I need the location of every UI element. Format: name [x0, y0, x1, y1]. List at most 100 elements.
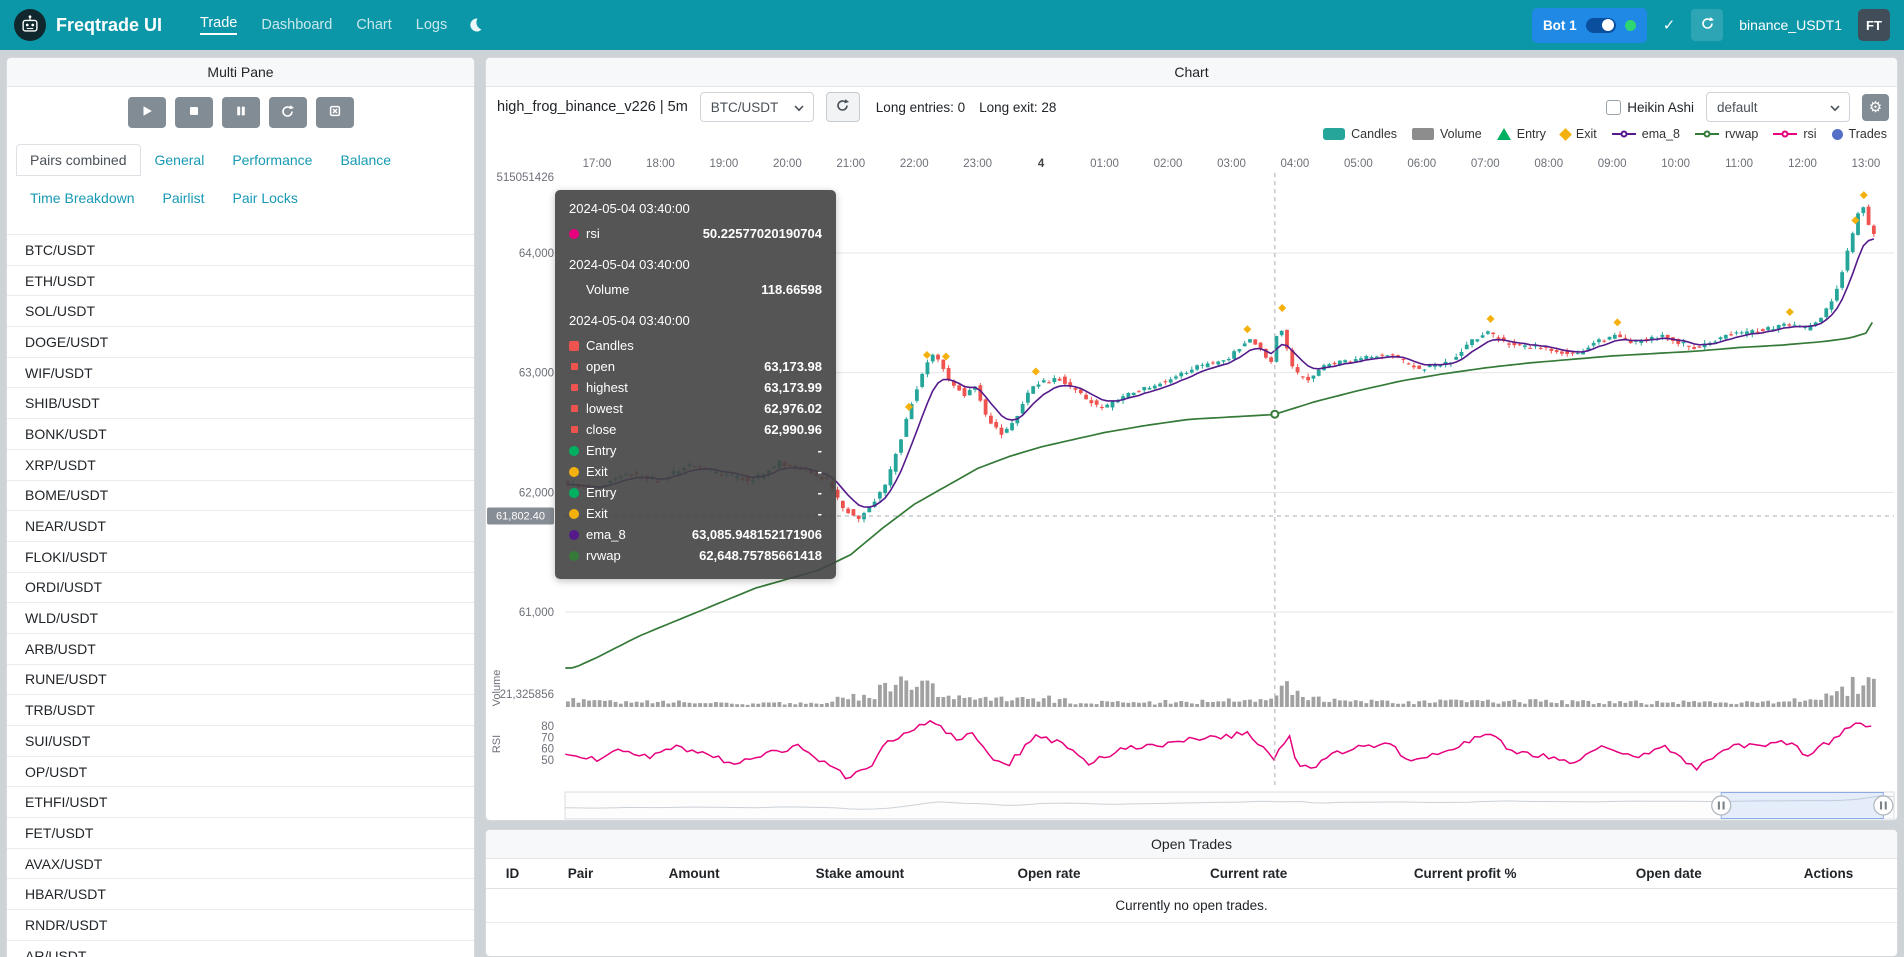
tab-pair-locks[interactable]: Pair Locks: [232, 190, 298, 206]
svg-text:60: 60: [541, 744, 554, 756]
legend-rvwap[interactable]: rvwap: [1695, 127, 1758, 141]
no-open-trades-message: Currently no open trades.: [486, 889, 1897, 923]
pair-select[interactable]: BTC/USDT: [699, 92, 814, 122]
bot-reload-config-button[interactable]: [268, 97, 307, 128]
trades-legend-icon: [1831, 128, 1843, 140]
account-name: binance_USDT1: [1739, 17, 1842, 33]
multi-pane-tabs-row1: Pairs combined General Performance Balance: [7, 144, 474, 176]
tab-pairs-combined[interactable]: Pairs combined: [16, 144, 141, 176]
bot-stop-button[interactable]: [174, 97, 213, 128]
chart-tooltip: 2024-05-04 03:40:00 rsi 50.22577020190704 2…: [555, 190, 836, 579]
pair-list-item[interactable]: DOGE/USDT: [7, 327, 474, 358]
datazoom-handle[interactable]: [1873, 795, 1894, 816]
pair-list-item[interactable]: OP/USDT: [7, 757, 474, 788]
trades-column-id[interactable]: ID: [505, 866, 520, 881]
pair-list-item[interactable]: ORDI/USDT: [7, 573, 474, 604]
trades-column-current-profit[interactable]: Current profit %: [1413, 866, 1517, 881]
pair-list-item[interactable]: TRB/USDT: [7, 695, 474, 726]
svg-text:11:00: 11:00: [1725, 158, 1753, 170]
avatar[interactable]: FT: [1858, 9, 1890, 41]
multi-pane-title: Multi Pane: [207, 64, 274, 80]
pair-list-item[interactable]: SHIB/USDT: [7, 388, 474, 420]
theme-toggle-moon-icon[interactable]: [467, 17, 483, 33]
tab-time-breakdown[interactable]: Time Breakdown: [30, 190, 135, 206]
svg-text:07:00: 07:00: [1471, 158, 1500, 170]
brand[interactable]: Freqtrade UI: [14, 9, 162, 41]
bot-name: Bot 1: [1542, 17, 1577, 33]
svg-text:50: 50: [541, 755, 554, 767]
bot-selector[interactable]: Bot 1: [1531, 7, 1647, 43]
pair-list-item[interactable]: AVAX/USDT: [7, 849, 474, 880]
pair-list-item[interactable]: RUNE/USDT: [7, 665, 474, 696]
nav-item-dashboard[interactable]: Dashboard: [261, 17, 333, 33]
svg-text:Volume: Volume: [491, 670, 503, 707]
pair-list-item[interactable]: BTC/USDT: [7, 235, 474, 266]
pair-list-item[interactable]: ETH/USDT: [7, 266, 474, 297]
plot-config-select[interactable]: default: [1706, 92, 1850, 122]
nav-item-chart[interactable]: Chart: [356, 17, 392, 33]
tab-general[interactable]: General: [154, 152, 205, 168]
bot-start-button[interactable]: [127, 97, 166, 128]
pair-list-item[interactable]: SUI/USDT: [7, 726, 474, 757]
heikin-ashi-checkbox[interactable]: [1606, 99, 1622, 115]
pair-list-item[interactable]: WIF/USDT: [7, 358, 474, 389]
bot-toggle[interactable]: [1585, 17, 1616, 33]
trades-column-pair[interactable]: Pair: [567, 866, 594, 881]
pair-list-item[interactable]: ETHFI/USDT: [7, 787, 474, 819]
chart-controls: high_frog_binance_v226 | 5m BTC/USDT Lon…: [497, 91, 1889, 123]
pair-list-item[interactable]: BOME/USDT: [7, 481, 474, 512]
heikin-ashi-toggle[interactable]: Heikin Ashi: [1606, 99, 1694, 115]
trades-column-amount[interactable]: Amount: [668, 866, 720, 881]
trades-column-actions[interactable]: Actions: [1803, 866, 1854, 881]
pair-list-item[interactable]: NEAR/USDT: [7, 511, 474, 542]
svg-text:04:00: 04:00: [1281, 158, 1310, 170]
plot-settings-button[interactable]: ⚙: [1862, 93, 1889, 121]
cancel-orders-icon: [328, 104, 342, 121]
datazoom-handle[interactable]: [1711, 795, 1732, 816]
stop-icon: [187, 104, 201, 121]
refresh-icon: [835, 98, 850, 116]
svg-text:03:00: 03:00: [1217, 158, 1246, 170]
pair-list-item[interactable]: WLD/USDT: [7, 603, 474, 634]
nav-item-logs[interactable]: Logs: [415, 17, 448, 33]
trades-column-open-date[interactable]: Open date: [1635, 866, 1702, 881]
svg-text:RSI: RSI: [491, 735, 503, 753]
pair-list-item[interactable]: FLOKI/USDT: [7, 542, 474, 573]
svg-text:20:00: 20:00: [773, 158, 802, 170]
legend-exit[interactable]: Exit: [1559, 127, 1597, 141]
navbar: Freqtrade UI Trade Dashboard Chart Logs Bot…: [0, 0, 1904, 50]
legend-ema-8[interactable]: ema_8: [1611, 127, 1680, 141]
legend-volume[interactable]: Volume: [1412, 127, 1482, 141]
candles-legend-icon: [1323, 128, 1346, 140]
main-nav: Trade Dashboard Chart Logs: [188, 0, 459, 50]
trades-column-current-rate[interactable]: Current rate: [1209, 866, 1288, 881]
brand-title: Freqtrade UI: [56, 14, 163, 35]
pair-list-item[interactable]: SOL/USDT: [7, 296, 474, 328]
trades-column-open-rate[interactable]: Open rate: [1017, 866, 1081, 881]
pair-list-item[interactable]: AR/USDT: [7, 941, 474, 957]
tab-performance[interactable]: Performance: [232, 152, 313, 168]
tab-pairlist[interactable]: Pairlist: [162, 190, 205, 206]
svg-text:21,325856: 21,325856: [500, 689, 554, 701]
pair-list-item[interactable]: ARB/USDT: [7, 634, 474, 665]
pair-list-item[interactable]: XRP/USDT: [7, 450, 474, 481]
svg-text:22:00: 22:00: [900, 158, 929, 170]
pair-list-item[interactable]: BONK/USDT: [7, 419, 474, 450]
pair-list-item[interactable]: FET/USDT: [7, 818, 474, 849]
legend-entry[interactable]: Entry: [1496, 127, 1546, 141]
legend-candles[interactable]: Candles: [1323, 127, 1397, 141]
cancel-open-orders-button[interactable]: [315, 97, 354, 128]
pair-list-item[interactable]: RNDR/USDT: [7, 910, 474, 941]
chart-refresh-button[interactable]: [825, 92, 860, 122]
svg-text:06:00: 06:00: [1407, 158, 1436, 170]
ema-8-legend-icon: [1611, 130, 1636, 138]
tab-balance[interactable]: Balance: [340, 152, 392, 168]
legend-trades[interactable]: Trades: [1831, 127, 1887, 141]
legend-rsi[interactable]: rsi: [1773, 127, 1817, 141]
pair-list-item[interactable]: HBAR/USDT: [7, 879, 474, 911]
trades-column-stake-amount[interactable]: Stake amount: [815, 866, 905, 881]
reload-data-button[interactable]: [1691, 9, 1724, 41]
nav-item-trade[interactable]: Trade: [188, 0, 249, 50]
bot-pause-button[interactable]: [221, 97, 260, 128]
svg-text:62,000: 62,000: [519, 487, 554, 499]
